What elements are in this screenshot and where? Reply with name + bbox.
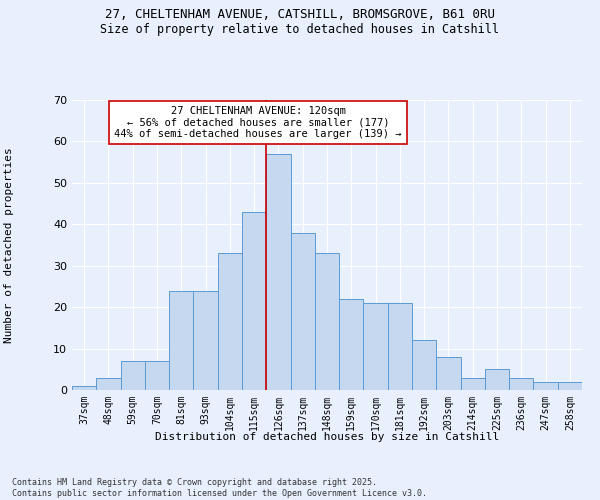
- Bar: [96, 378, 121, 390]
- Bar: [461, 378, 485, 390]
- Bar: [485, 370, 509, 390]
- Text: 27 CHELTENHAM AVENUE: 120sqm
← 56% of detached houses are smaller (177)
44% of s: 27 CHELTENHAM AVENUE: 120sqm ← 56% of de…: [115, 106, 402, 139]
- Text: Size of property relative to detached houses in Catshill: Size of property relative to detached ho…: [101, 22, 499, 36]
- Bar: [412, 340, 436, 390]
- Bar: [72, 386, 96, 390]
- Bar: [121, 361, 145, 390]
- Text: Distribution of detached houses by size in Catshill: Distribution of detached houses by size …: [155, 432, 499, 442]
- Bar: [315, 254, 339, 390]
- Bar: [436, 357, 461, 390]
- Bar: [145, 361, 169, 390]
- Bar: [364, 303, 388, 390]
- Text: 27, CHELTENHAM AVENUE, CATSHILL, BROMSGROVE, B61 0RU: 27, CHELTENHAM AVENUE, CATSHILL, BROMSGR…: [105, 8, 495, 20]
- Bar: [169, 290, 193, 390]
- Bar: [509, 378, 533, 390]
- Bar: [558, 382, 582, 390]
- Bar: [388, 303, 412, 390]
- Bar: [218, 254, 242, 390]
- Bar: [242, 212, 266, 390]
- Text: Contains HM Land Registry data © Crown copyright and database right 2025.
Contai: Contains HM Land Registry data © Crown c…: [12, 478, 427, 498]
- Bar: [193, 290, 218, 390]
- Bar: [290, 232, 315, 390]
- Bar: [266, 154, 290, 390]
- Bar: [339, 299, 364, 390]
- Bar: [533, 382, 558, 390]
- Text: Number of detached properties: Number of detached properties: [4, 147, 14, 343]
